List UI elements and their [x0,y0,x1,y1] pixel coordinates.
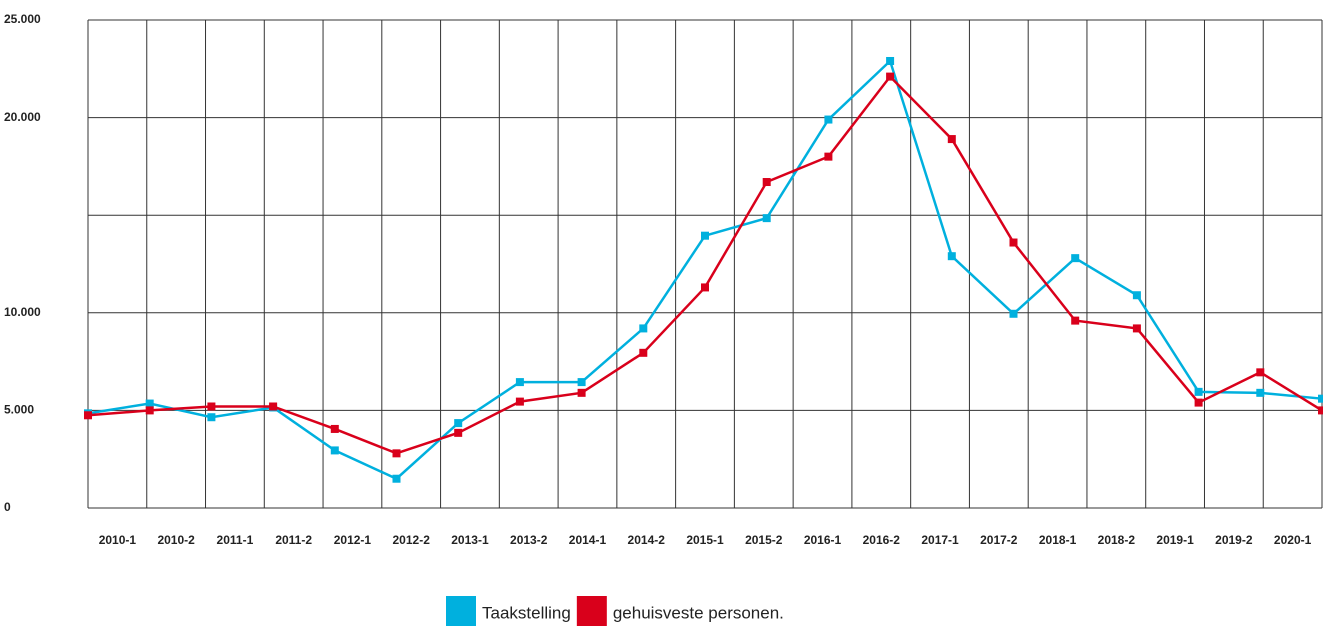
x-tick-label: 2013-2 [510,533,548,547]
marker [207,413,216,422]
marker [1194,387,1203,396]
marker [947,252,956,261]
x-tick-label: 2019-2 [1215,533,1253,547]
x-tick-label: 2012-2 [393,533,431,547]
y-tick-label: 0 [4,500,11,514]
line [87,74,1323,455]
x-tick-label: 2014-1 [569,533,607,547]
x-tick-label: 2010-2 [157,533,195,547]
x-tick-label: 2010-1 [99,533,137,547]
marker [1071,316,1080,325]
x-tick-label: 2020-1 [1274,533,1312,547]
marker [762,178,771,187]
x-tick-label: 2018-2 [1098,533,1136,547]
x-tick-label: 2015-1 [686,533,724,547]
y-tick-label: 20.000 [4,110,41,124]
marker [330,446,339,455]
line [87,58,1323,481]
marker [1318,406,1323,415]
marker [1071,254,1080,263]
marker [1194,398,1203,407]
marker [84,411,92,420]
y-tick-label: 25.000 [4,12,41,26]
marker [454,428,463,437]
x-tick-label: 2014-2 [628,533,666,547]
marker [269,402,278,411]
marker [1132,324,1141,333]
marker [1009,309,1018,318]
marker [824,115,833,124]
x-tick-label: 2011-1 [217,533,254,547]
legend-swatch [446,596,476,626]
marker [1318,394,1323,403]
legend-label: Taakstelling [482,603,571,622]
marker [392,474,401,483]
legend-label: gehuisveste personen. [613,603,784,622]
y-tick-label: 5.000 [4,403,34,417]
x-tick-label: 2016-2 [863,533,901,547]
marker [515,378,524,387]
x-tick-label: 2011-2 [275,533,312,547]
marker [701,231,709,240]
marker [886,56,895,65]
y-tick-label: 10.000 [4,305,41,319]
x-tick-label: 2018-1 [1039,533,1077,547]
x-tick-label: 2017-1 [921,533,959,547]
x-tick-label: 2012-1 [334,533,372,547]
marker [1132,291,1141,300]
x-tick-label: 2016-1 [804,533,842,547]
marker [207,402,216,411]
marker [1009,238,1018,247]
x-tick-label: 2013-1 [451,533,489,547]
marker [762,214,771,223]
marker [577,388,586,397]
marker [145,399,154,408]
marker [330,424,339,433]
marker [639,348,648,357]
marker [824,152,833,161]
marker [639,324,648,333]
marker [577,378,586,387]
marker [515,397,524,406]
x-tick-label: 2017-2 [980,533,1018,547]
marker [947,135,956,144]
legend-swatch [576,596,607,626]
marker [145,406,154,415]
marker [701,283,709,292]
marker [454,419,463,428]
marker [1256,388,1265,397]
x-tick-label: 2019-1 [1156,533,1194,547]
x-tick-label: 2015-2 [745,533,783,547]
marker [886,72,895,81]
marker [1256,368,1265,377]
marker [392,449,401,458]
